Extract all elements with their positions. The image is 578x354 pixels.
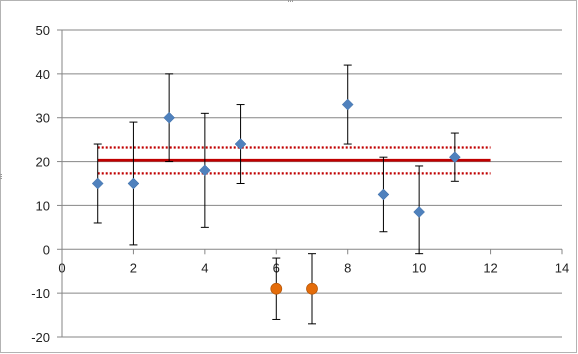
y-tick-label: 0 [43, 242, 50, 257]
x-tick-label: 10 [412, 260, 426, 275]
data-point-circle [306, 282, 318, 295]
data-point-diamond [341, 98, 354, 111]
y-tick-label: 20 [36, 155, 50, 170]
data-point-circle [270, 282, 283, 295]
x-tick-label: 0 [58, 260, 65, 275]
data-point-diamond [413, 206, 425, 218]
y-tick-label: -10 [31, 286, 50, 301]
y-tick-label: 10 [36, 198, 50, 213]
top-resize-handle[interactable] [288, 0, 294, 2]
x-tick-label: 14 [555, 260, 569, 275]
y-tick-label: -20 [31, 330, 50, 345]
data-point-diamond [377, 188, 390, 201]
data-point-diamond [449, 151, 461, 164]
data-point-diamond [199, 164, 211, 177]
y-tick-label: 50 [36, 23, 50, 38]
x-tick-label: 2 [130, 260, 137, 275]
data-point-diamond [127, 177, 140, 190]
x-tick-label: 12 [483, 260, 497, 275]
data-point-diamond [91, 177, 104, 190]
y-tick-label: 40 [36, 67, 50, 82]
x-tick-label: 4 [201, 260, 208, 275]
y-tick-label: 30 [36, 111, 50, 126]
left-resize-handle[interactable] [0, 174, 2, 180]
x-tick-label: 8 [344, 260, 351, 275]
data-point-diamond [234, 138, 247, 150]
data-point-diamond [163, 111, 175, 124]
